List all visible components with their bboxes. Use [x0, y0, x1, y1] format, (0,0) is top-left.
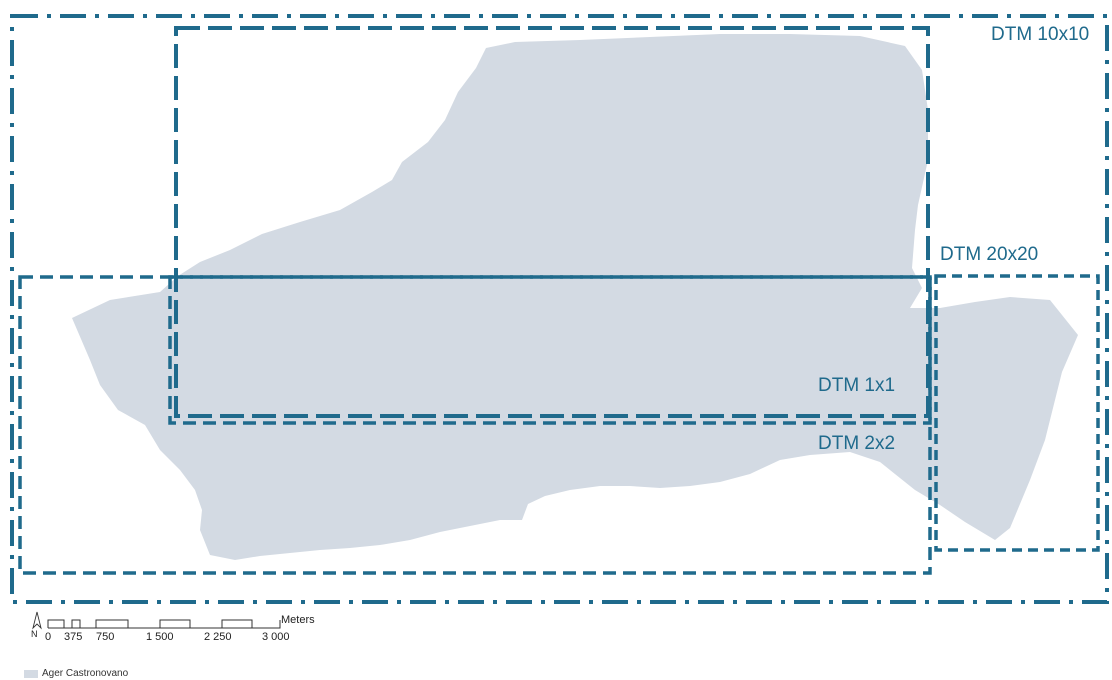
label-dtm-1x1: DTM 1x1: [818, 375, 896, 396]
legend-label: Ager Castronovano: [42, 668, 129, 679]
north-arrow-icon: [32, 611, 42, 630]
extent-dtm-1x1-frame: [174, 26, 930, 418]
study-area-polygon: [72, 34, 1078, 560]
label-dtm-10x10: DTM 10x10: [991, 24, 1090, 45]
extent-dtm-10x10-frame: [10, 14, 1109, 604]
extent-dtm-2x2-frame: [18, 275, 932, 575]
scale-tick-label: 0: [45, 631, 52, 643]
scale-unit-label: Meters: [281, 614, 315, 626]
scale-tick-label: 750: [96, 631, 115, 643]
label-dtm-2x2: DTM 2x2: [818, 433, 896, 454]
north-label: N: [31, 629, 38, 639]
extent-dtm-20x20-frame: [934, 274, 1100, 552]
scale-tick-label: 1 500: [146, 631, 174, 643]
extent-dtm-2x2-inner-frame: [168, 275, 932, 425]
label-dtm-20x20: DTM 20x20: [940, 244, 1039, 265]
scale-tick-label: 375: [64, 631, 83, 643]
scale-tick-label: 3 000: [262, 631, 290, 643]
scale-tick-label: 2 250: [204, 631, 232, 643]
legend-polygon-swatch-icon: [24, 670, 38, 678]
scale-bar-graphic: [47, 619, 281, 629]
